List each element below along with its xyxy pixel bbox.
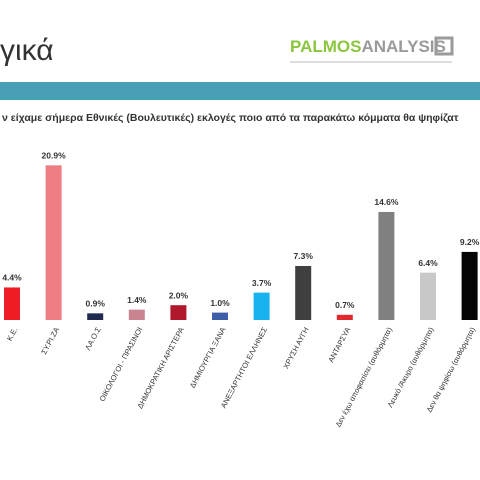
value-label: 0.7% [335, 300, 355, 310]
logo-accent: ANALYSIS [361, 37, 445, 56]
value-label: 3.7% [252, 278, 272, 288]
banner [0, 82, 480, 100]
value-label: 2.0% [169, 290, 189, 300]
bar [253, 292, 270, 320]
chart: 4.4% Κ.Ε. 20.9% ΣΥ.ΡΙ.ΖΑ 0.9% ΛΑ.Ο.Σ 1.4% ΟΙΚΟΛ… [2, 151, 479, 429]
question: ν είχαμε σήμερα Εθνικές (Βουλευτικές) εκ… [2, 112, 459, 124]
category-label: ΛΑ.Ο.Σ [83, 325, 103, 351]
category-label: Κ.Ε. [5, 326, 20, 343]
bar [87, 313, 104, 320]
category-label: ΔΗΜΟΚΡΑΤΙΚΗ ΑΡΙΣΤΕΡΑ [135, 326, 186, 411]
value-label: 7.3% [294, 251, 314, 261]
value-label: 0.9% [86, 299, 106, 309]
category-label: Λευκό /Άκυρο (αυθόρμητα) [386, 325, 436, 409]
value-label: 1.4% [127, 295, 147, 305]
category-label: ΑΝΕΞΑΡΤΗΤΟΙ ΕΛΛΗΝΕΣ [219, 325, 269, 409]
bar [4, 287, 20, 320]
bar [45, 165, 62, 320]
value-label: 6.4% [418, 258, 438, 268]
bar [336, 314, 353, 320]
bar [378, 211, 395, 320]
bar [128, 309, 145, 320]
bar [420, 272, 436, 320]
logo: PALMOSANALYSIS [290, 37, 446, 56]
slide-title: γικά [0, 34, 54, 67]
value-label: 1.0% [210, 298, 230, 308]
logo-main: PALMOS [290, 37, 361, 56]
value-label: 9.2% [460, 237, 480, 247]
category-label: ΑΝΤΑΡΣΥΑ [326, 326, 352, 364]
category-label: ΔΗΜΙΟΥΡΓΙΑ ΞΑΝΑ [188, 326, 228, 390]
value-label: 20.9% [42, 151, 67, 161]
bar [295, 265, 312, 320]
category-label: Δεν θα ψηφίσω (αυθόρμητα) [425, 325, 478, 414]
category-label: ΧΡΥΣΗ ΑΥΓΗ [281, 326, 310, 371]
bar [170, 305, 187, 320]
category-label: ΣΥ.ΡΙ.ΖΑ [39, 326, 61, 356]
value-label: 14.6% [374, 197, 399, 207]
category-label: ΟΙΚΟΛΟΓΟΙ - ΠΡΑΣΙΝΟΙ [98, 326, 145, 403]
bar [212, 312, 228, 320]
logo-icon [434, 36, 454, 56]
value-label: 4.4% [2, 273, 22, 283]
bar [461, 251, 478, 320]
